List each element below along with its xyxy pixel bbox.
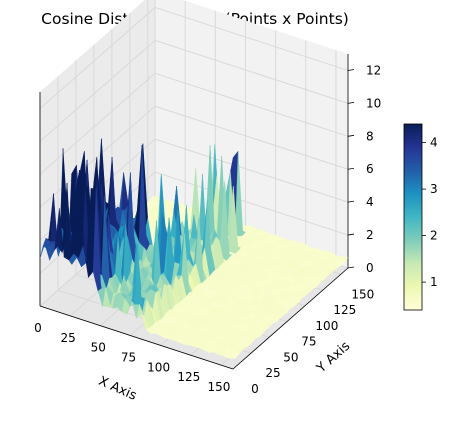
x-tick-label: 75 <box>121 351 136 365</box>
colorbar: 1 2 3 4 <box>403 123 438 311</box>
y-tick-label: 125 <box>333 303 356 317</box>
x-tick-label: 25 <box>61 331 76 345</box>
colorbar-tick-label: 4 <box>430 136 438 150</box>
y-tick-label: 75 <box>301 335 316 349</box>
colorbar-tick-label: 3 <box>430 182 438 196</box>
y-tick-label: 50 <box>283 350 298 364</box>
x-tick-label: 50 <box>91 341 106 355</box>
z-tick-label: 6 <box>366 162 374 176</box>
x-tick-label: 100 <box>147 360 170 374</box>
y-tick-label: 100 <box>315 319 338 333</box>
z-tick-label: 2 <box>366 228 374 242</box>
x-tick-label: 0 <box>34 321 42 335</box>
x-tick-label: 125 <box>177 370 200 384</box>
y-tick-label: 0 <box>251 382 259 396</box>
x-axis-ticks: 0 25 50 75 100 125 150 <box>34 321 230 394</box>
y-tick-label: 150 <box>351 287 374 301</box>
colorbar-gradient <box>403 123 423 311</box>
x-axis-label: X Axis <box>96 374 139 404</box>
y-axis-label: Y Axis <box>313 339 353 377</box>
surface-plot <box>39 138 349 359</box>
z-tick-label: 8 <box>366 129 374 143</box>
y-tick-label: 25 <box>265 366 280 380</box>
z-axis-ticks: 0 2 4 6 8 10 12 <box>347 63 381 275</box>
colorbar-tick-label: 2 <box>430 229 438 243</box>
x-tick-label: 150 <box>207 380 230 394</box>
z-tick-label: 12 <box>366 63 381 77</box>
z-tick-label: 4 <box>366 195 374 209</box>
z-tick-label: 0 <box>366 261 374 275</box>
colorbar-tick-label: 1 <box>430 275 438 289</box>
z-tick-label: 10 <box>366 96 381 110</box>
